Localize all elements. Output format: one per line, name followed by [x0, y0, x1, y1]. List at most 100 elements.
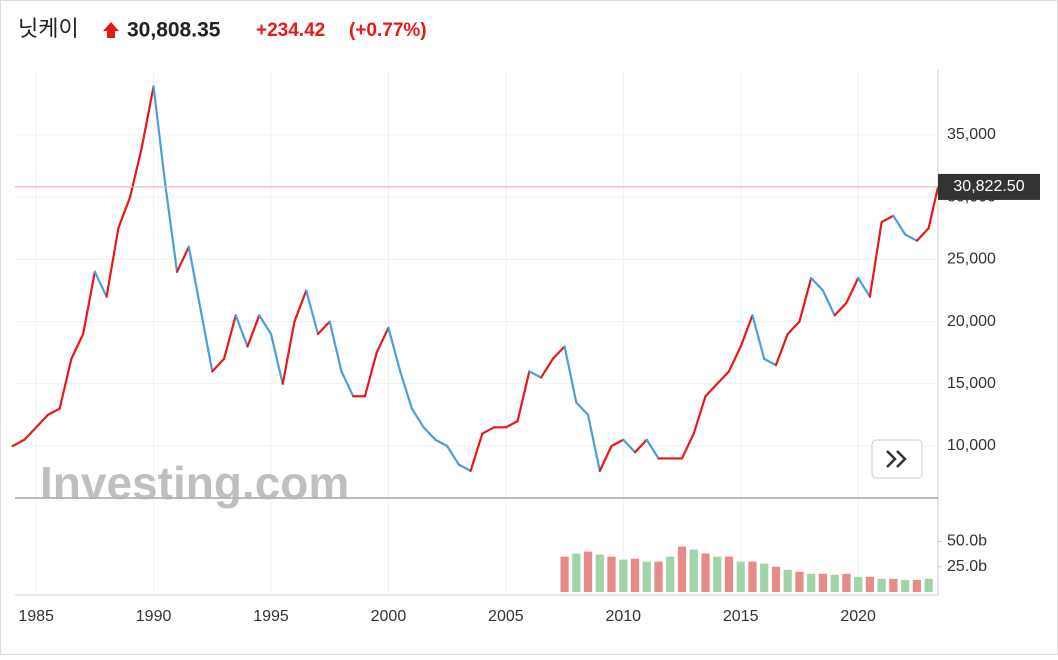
price-segment	[23, 426, 38, 441]
price-segment	[70, 332, 85, 360]
volume-bar	[877, 578, 886, 592]
y-tick-label: 20,000	[947, 313, 996, 330]
price-segment	[152, 85, 167, 186]
volume-bar	[760, 563, 769, 592]
volume-bar	[795, 571, 804, 592]
price-segment	[575, 401, 590, 416]
volume-bar	[842, 573, 851, 592]
y-tick-label: 10,000	[947, 437, 996, 454]
watermark: Investing.com	[40, 457, 349, 509]
volume-bar	[572, 553, 581, 592]
price-segment	[692, 395, 707, 435]
y-tick-label: 25,000	[947, 251, 996, 268]
volume-bar	[771, 566, 781, 592]
instrument-name: 닛케이	[18, 16, 79, 41]
volume-bar	[748, 561, 757, 592]
price-segment	[704, 382, 719, 398]
price-segment	[868, 220, 883, 298]
y-tick-label: 25.0b	[947, 558, 987, 575]
price-segment	[187, 245, 202, 311]
up-arrow-icon	[103, 22, 119, 38]
price-segment	[610, 438, 625, 448]
volume-bar	[854, 576, 863, 592]
volume-bar	[912, 579, 921, 592]
price-segment	[927, 186, 940, 230]
volume-bar	[901, 579, 910, 592]
volume-bar	[630, 558, 640, 592]
current-price-label: 30,822.50	[953, 178, 1024, 195]
volume-bar	[713, 556, 722, 592]
volume-bar	[560, 556, 569, 592]
price-segment	[774, 332, 789, 367]
volume-bar	[830, 574, 839, 592]
price-segment	[810, 276, 825, 292]
volume-bar	[607, 556, 616, 592]
x-tick-label: 1990	[136, 608, 172, 625]
last-price: 30,808.35	[127, 19, 221, 42]
price-segment	[798, 276, 813, 323]
price-segment	[305, 289, 320, 336]
price-segment	[35, 413, 49, 429]
price-segment	[551, 345, 566, 360]
price-segment	[434, 438, 449, 448]
price-segment	[833, 301, 848, 317]
volume-bar	[736, 561, 745, 592]
volume-bar	[924, 578, 933, 592]
price-segment	[586, 413, 601, 472]
price-segment	[11, 438, 26, 448]
price-segment	[845, 276, 860, 305]
volume-bar	[689, 549, 698, 592]
price-segment	[763, 357, 778, 367]
price-segment	[117, 196, 132, 230]
volume-bar	[677, 546, 687, 592]
volume-bar	[654, 561, 663, 592]
y-tick-label: 35,000	[947, 126, 996, 143]
price-segment	[58, 357, 73, 410]
price-segment	[387, 326, 402, 373]
price-segment	[175, 245, 190, 273]
price-segment	[633, 438, 648, 454]
x-tick-label: 1985	[18, 608, 54, 625]
scroll-latest-button[interactable]	[871, 439, 923, 479]
price-segment	[751, 314, 766, 360]
x-tick-label: 2000	[371, 608, 407, 625]
price-segment	[293, 289, 308, 323]
volume-bar	[619, 559, 628, 592]
price-segment	[281, 320, 296, 385]
price-segment	[598, 444, 613, 472]
price-segment	[727, 345, 742, 373]
price-segment	[246, 314, 261, 348]
price-segment	[892, 214, 907, 236]
price-segment	[680, 432, 695, 460]
price-segment	[645, 438, 660, 460]
volume-bar	[666, 556, 675, 592]
x-tick-label: 2020	[840, 608, 876, 625]
volume-bar	[865, 576, 875, 592]
price-segment	[516, 370, 531, 423]
price-segment	[528, 370, 543, 379]
x-tick-label: 2015	[723, 608, 759, 625]
price-segment	[904, 233, 918, 242]
volume-bar	[583, 551, 593, 592]
price-segment	[786, 320, 801, 336]
volume-bar	[642, 561, 651, 592]
price-segment	[821, 289, 836, 317]
price-segment	[211, 357, 226, 373]
price-segment	[363, 351, 378, 398]
y-tick-label: 15,000	[947, 375, 996, 392]
price-change: +234.42	[256, 20, 325, 41]
price-segment	[234, 314, 249, 348]
price-segment	[164, 183, 179, 273]
price-segment	[563, 345, 578, 404]
price-segment	[857, 276, 871, 298]
price-segment	[82, 270, 96, 336]
volume-bar	[807, 573, 816, 592]
price-segment	[328, 320, 343, 373]
price-segment	[422, 426, 437, 441]
price-segment	[222, 314, 237, 360]
price-segment	[316, 320, 331, 336]
price-segment	[105, 227, 120, 298]
volume-bar	[783, 569, 792, 592]
